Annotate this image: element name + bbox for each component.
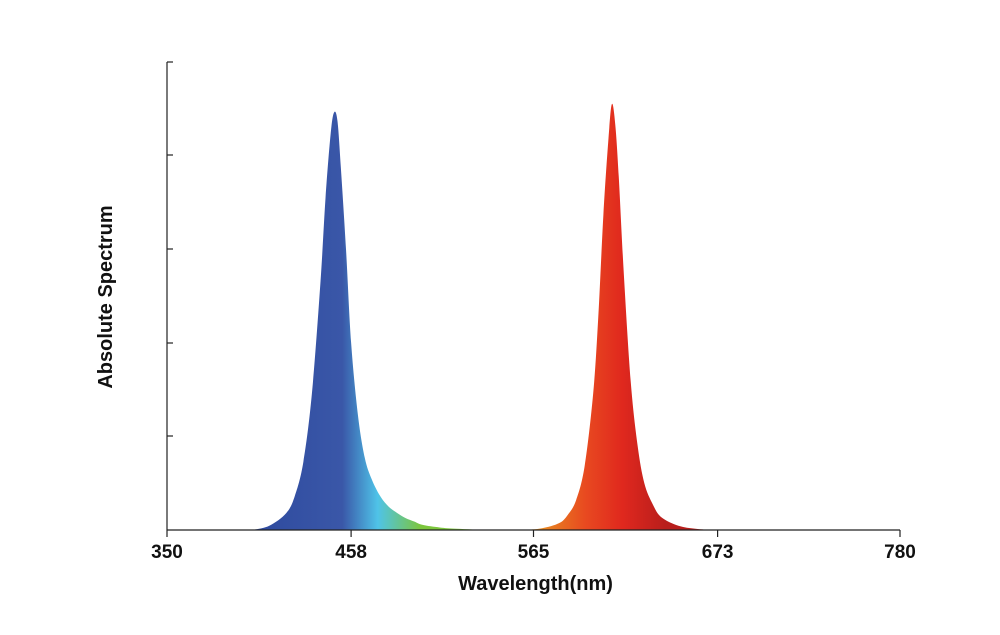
x-tick-label: 673: [702, 542, 734, 563]
tick-labels: 350 458 565 673 780: [151, 542, 916, 563]
x-tick-label: 350: [151, 542, 183, 563]
x-axis-title: Wavelength(nm): [458, 573, 613, 595]
red-peak-area: [524, 103, 713, 531]
blue-peak-area: [252, 111, 525, 530]
x-tick-label: 458: [335, 542, 367, 563]
x-tick-label: 780: [884, 542, 916, 563]
series-layer: [252, 103, 713, 531]
x-tick-label: 565: [518, 542, 550, 563]
axis-layer: [166, 61, 901, 537]
y-axis-title: Absolute Spectrum: [95, 205, 117, 388]
